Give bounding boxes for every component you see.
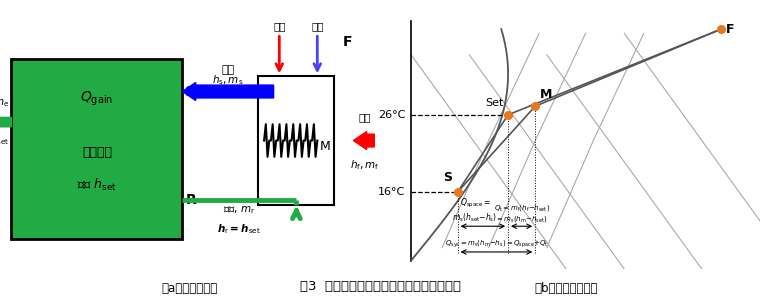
Text: $Q_{\rm t}{=}m_{\rm f}(h_{\rm f}{-}h_{\rm set})$
$=m_{\rm s}(h_{\rm m}{-}h_{\rm : $Q_{\rm t}{=}m_{\rm f}(h_{\rm f}{-}h_{\r… [493,203,549,224]
FancyArrow shape [182,83,274,100]
Text: 回风, $m_{\rm r}$: 回风, $m_{\rm r}$ [223,205,255,216]
Text: 房间 $h_{\rm set}$: 房间 $h_{\rm set}$ [77,177,117,193]
Text: S: S [443,171,452,184]
FancyArrow shape [353,132,374,150]
Text: $Q_{\rm space}=$
$m_{\rm s}(h_{\rm set}{-}h_{\rm s})$: $Q_{\rm space}=$ $m_{\rm s}(h_{\rm set}{… [452,197,498,224]
Text: 16°C: 16°C [378,187,405,197]
Text: 保障整个: 保障整个 [82,146,112,159]
Text: $\bfit{h}_{\rm r}=h_{\rm set}$: $\bfit{h}_{\rm r}=h_{\rm set}$ [217,222,261,236]
Text: 排风, $m_{\rm e}$: 排风, $m_{\rm e}$ [0,97,9,109]
Text: F: F [343,35,353,49]
Text: Set: Set [485,98,503,109]
Text: 26°C: 26°C [378,110,405,120]
Text: $Q_{\rm sys}{=}m_{\rm s}(h_{\rm m}{-}h_{\rm s}){=}Q_{\rm space}{+}Q_{\rm t}$: $Q_{\rm sys}{=}m_{\rm s}(h_{\rm m}{-}h_{… [445,238,548,250]
Text: 供水: 供水 [311,21,324,31]
Text: 图3  营造传统均匀室内环境的一次回风系统: 图3 营造传统均匀室内环境的一次回风系统 [299,280,461,293]
Text: $h_{\rm s},m_{\rm s}$: $h_{\rm s},m_{\rm s}$ [212,74,244,87]
Text: $Q_{\rm gain}$: $Q_{\rm gain}$ [81,90,113,108]
Text: R: R [185,193,196,207]
FancyArrow shape [0,116,11,129]
Text: M: M [540,88,553,101]
Text: 送风: 送风 [221,65,235,75]
Text: $h_{\rm f},m_{\rm f}$: $h_{\rm f},m_{\rm f}$ [350,158,379,172]
Text: 新风: 新风 [359,112,371,123]
Bar [258,76,334,205]
Text: F: F [726,23,734,36]
Text: $\bfit{h}_{\rm e}=h_{\rm set}$: $\bfit{h}_{\rm e}=h_{\rm set}$ [0,133,9,147]
Text: S: S [185,85,195,98]
Text: M: M [319,141,331,153]
Text: （b）空气处理过程: （b）空气处理过程 [534,282,598,295]
Text: 回水: 回水 [273,21,286,31]
Text: （a）系统示意图: （a）系统示意图 [162,282,218,295]
Bar [11,59,182,239]
